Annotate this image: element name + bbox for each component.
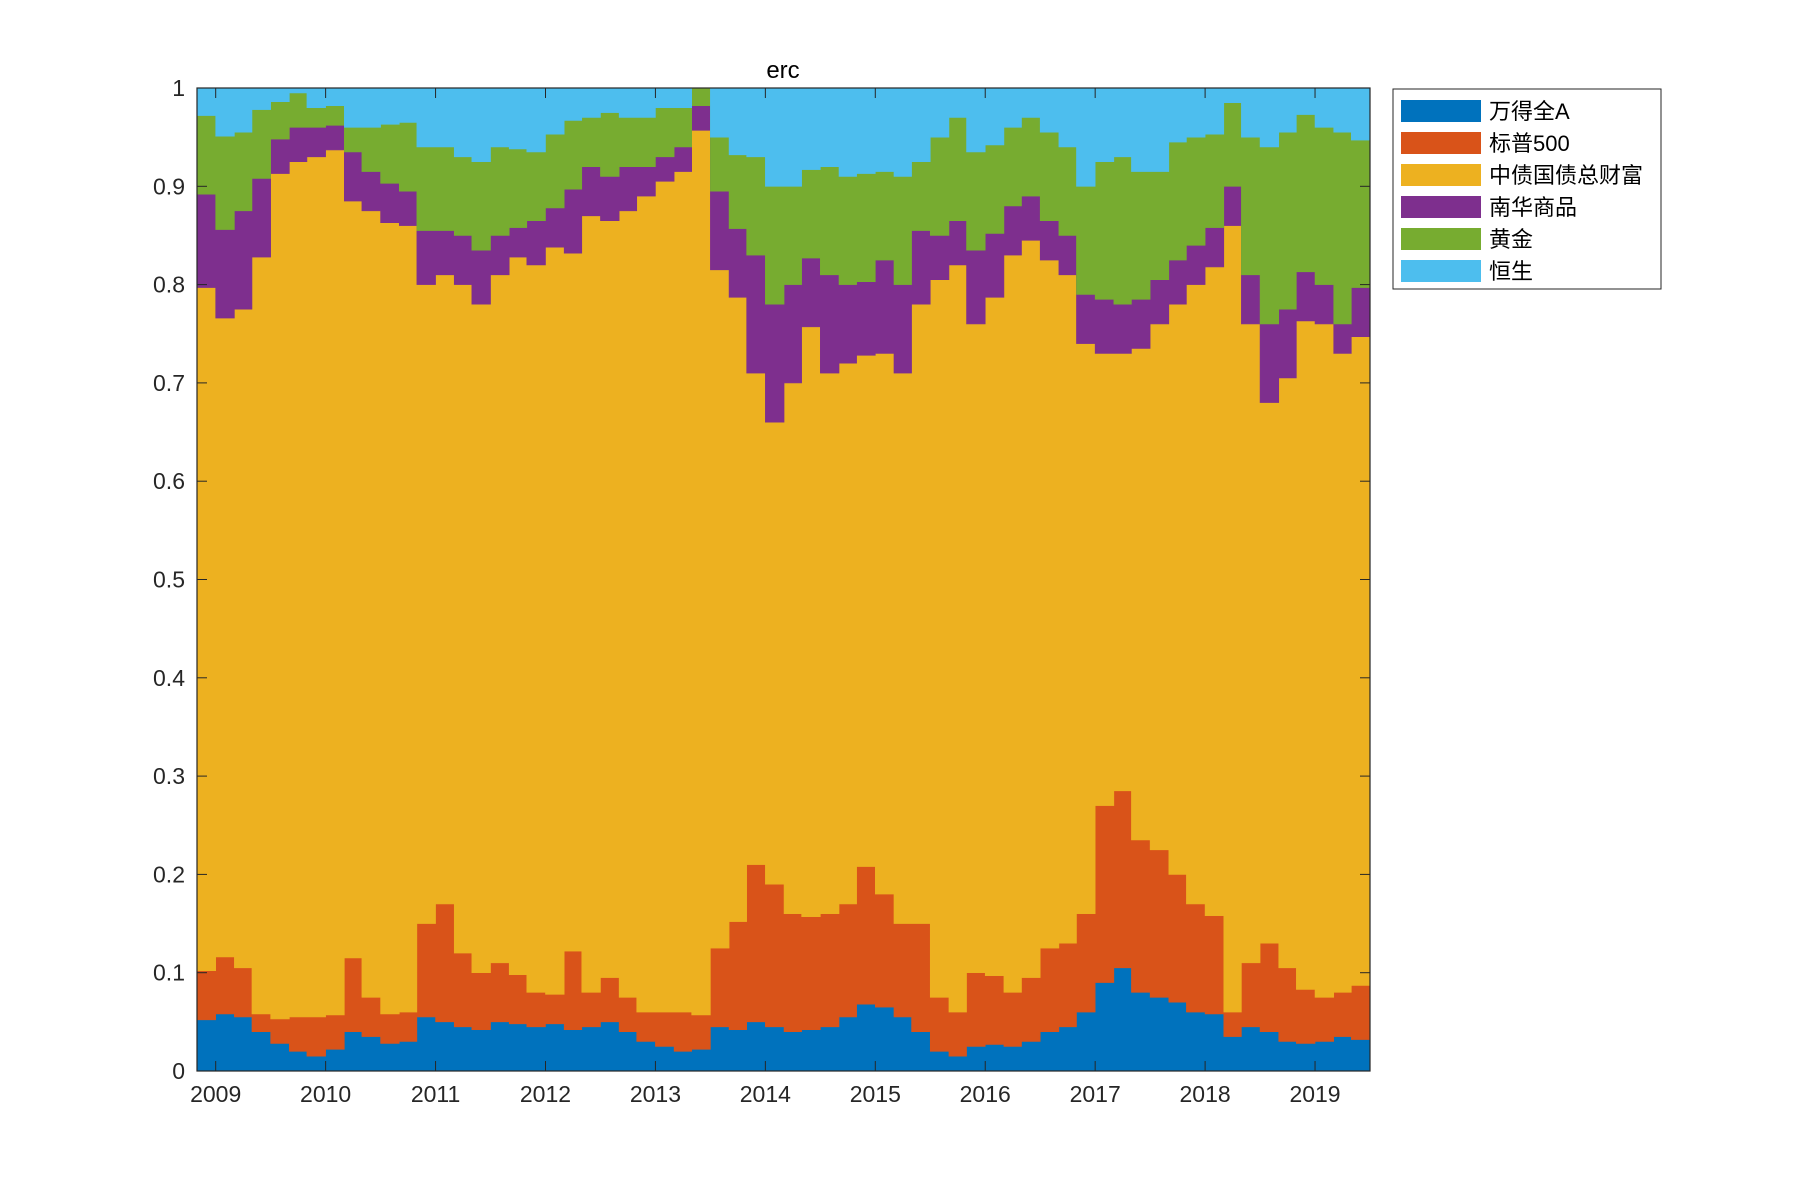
x-tick-label: 2013	[630, 1081, 681, 1107]
x-tick-label: 2016	[960, 1081, 1011, 1107]
y-tick-label: 0.7	[153, 370, 185, 396]
y-tick-label: 0.5	[153, 567, 185, 593]
y-tick-label: 0.9	[153, 173, 185, 199]
y-tick-label: 1	[172, 75, 185, 101]
x-tick-label: 2012	[520, 1081, 571, 1107]
legend-box	[1392, 88, 1662, 290]
x-tick-label: 2009	[190, 1081, 241, 1107]
x-tick-label: 2015	[850, 1081, 901, 1107]
legend-label: 南华商品	[1489, 195, 1577, 220]
legend-swatch	[1401, 100, 1481, 122]
y-tick-label: 0.6	[153, 468, 185, 494]
legend-label: 恒生	[1489, 259, 1533, 284]
y-tick-label: 0.1	[153, 960, 185, 986]
legend-swatch	[1401, 164, 1481, 186]
x-tick-label: 2018	[1180, 1081, 1231, 1107]
legend-label: 万得全A	[1489, 99, 1570, 124]
axis-ticks: 2009 2010 2011 2012 2013 2014 2015 2016 2017 2018…	[153, 75, 1370, 1107]
x-tick-label: 2014	[740, 1081, 791, 1107]
legend-swatch	[1401, 260, 1481, 282]
legend-label: 中债国债总财富	[1489, 163, 1643, 188]
y-tick-label: 0.3	[153, 763, 185, 789]
y-tick-label: 0.2	[153, 861, 185, 887]
x-tick-label: 2017	[1070, 1081, 1121, 1107]
y-tick-label: 0.8	[153, 272, 185, 298]
legend-label: 标普500	[1489, 131, 1570, 156]
chart-title: erc	[766, 57, 799, 84]
legend-label: 黄金	[1489, 227, 1533, 252]
x-tick-label: 2019	[1289, 1081, 1340, 1107]
x-tick-label: 2010	[300, 1081, 351, 1107]
legend-swatch	[1401, 228, 1481, 250]
x-tick-label: 2011	[411, 1081, 460, 1107]
y-tick-label: 0	[172, 1058, 185, 1084]
y-tick-label: 0.4	[153, 665, 185, 691]
legend-swatch	[1401, 132, 1481, 154]
legend-swatch	[1401, 196, 1481, 218]
stacked-area-series	[196, 87, 1371, 1072]
